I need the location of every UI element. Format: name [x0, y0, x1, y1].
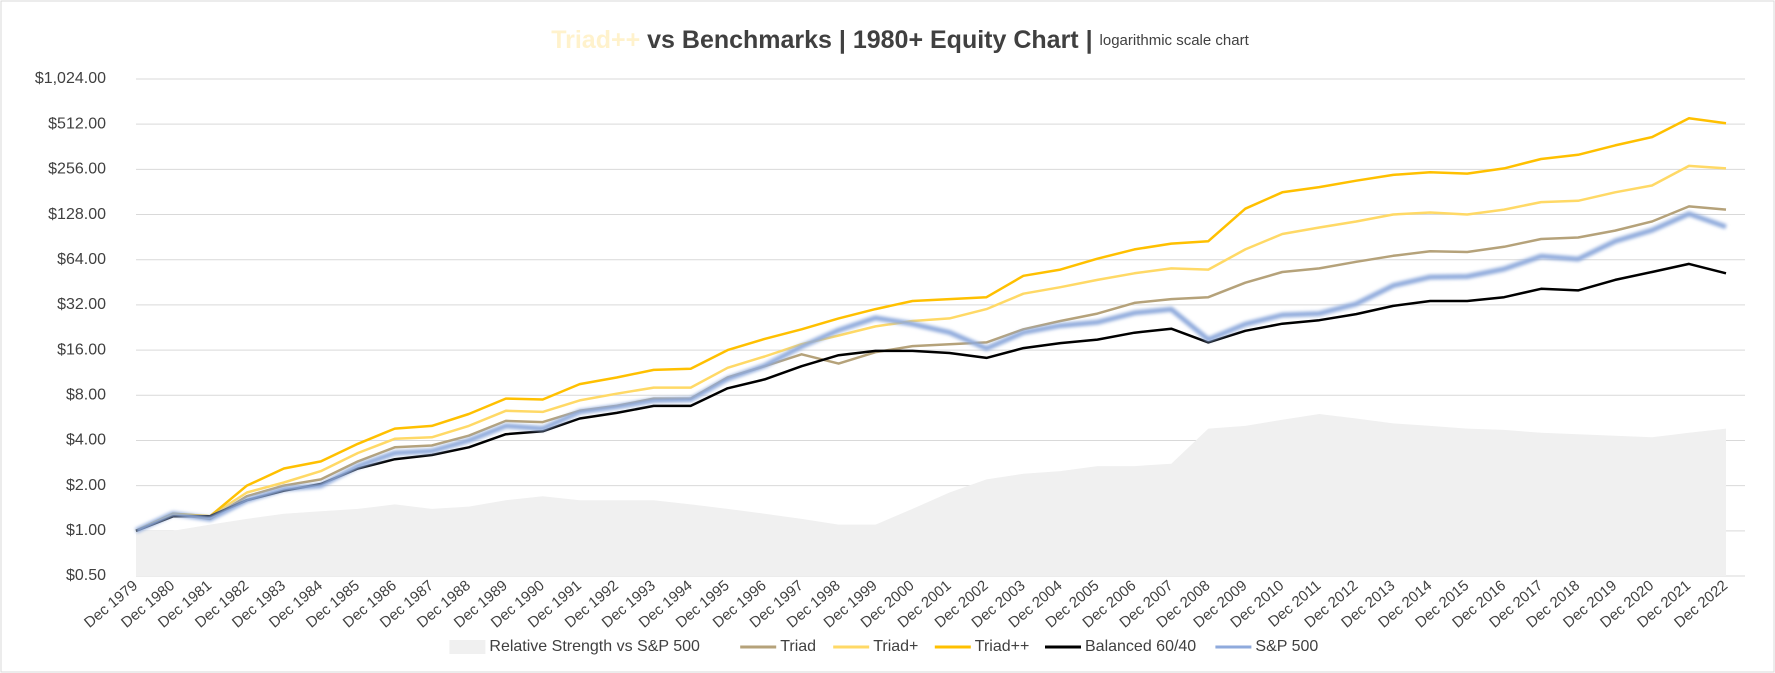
legend-swatch	[449, 640, 486, 654]
line	[135, 164, 1727, 532]
legend-label: Triad++	[975, 638, 1030, 655]
chart-title: vs Benchmarks | 1980+ Equity Chart |	[640, 26, 1099, 54]
y-tick-label: $16.00	[57, 341, 106, 358]
line	[135, 205, 1727, 532]
legend-label: Triad	[780, 638, 816, 655]
legend-label: Relative Strength vs S&P 500	[489, 638, 700, 655]
legend-label: Triad+	[873, 638, 918, 655]
y-tick-label: $1,024.00	[35, 70, 106, 87]
line	[135, 262, 1727, 532]
y-tick-label: $1.00	[66, 522, 106, 539]
area	[136, 414, 1726, 576]
legend-label: S&P 500	[1255, 638, 1318, 655]
chart-title-group: Triad++ vs Benchmarks | 1980+ Equity Cha…	[551, 26, 1249, 54]
line	[135, 117, 1727, 532]
y-tick-label: $128.00	[48, 206, 106, 223]
title-highlight: Triad++	[551, 26, 640, 54]
y-tick-label: $512.00	[48, 115, 106, 132]
y-tick-label: $64.00	[57, 251, 106, 268]
line	[134, 211, 1727, 534]
y-tick-label: $2.00	[66, 477, 106, 494]
y-tick-label: $32.00	[57, 296, 106, 313]
legend-label: Balanced 60/40	[1085, 638, 1196, 655]
chart-subtitle: logarithmic scale chart	[1100, 32, 1250, 49]
y-tick-label: $4.00	[66, 432, 106, 449]
y-tick-label: $0.50	[66, 567, 106, 584]
y-tick-label: $256.00	[48, 161, 106, 178]
y-tick-label: $8.00	[66, 386, 106, 403]
